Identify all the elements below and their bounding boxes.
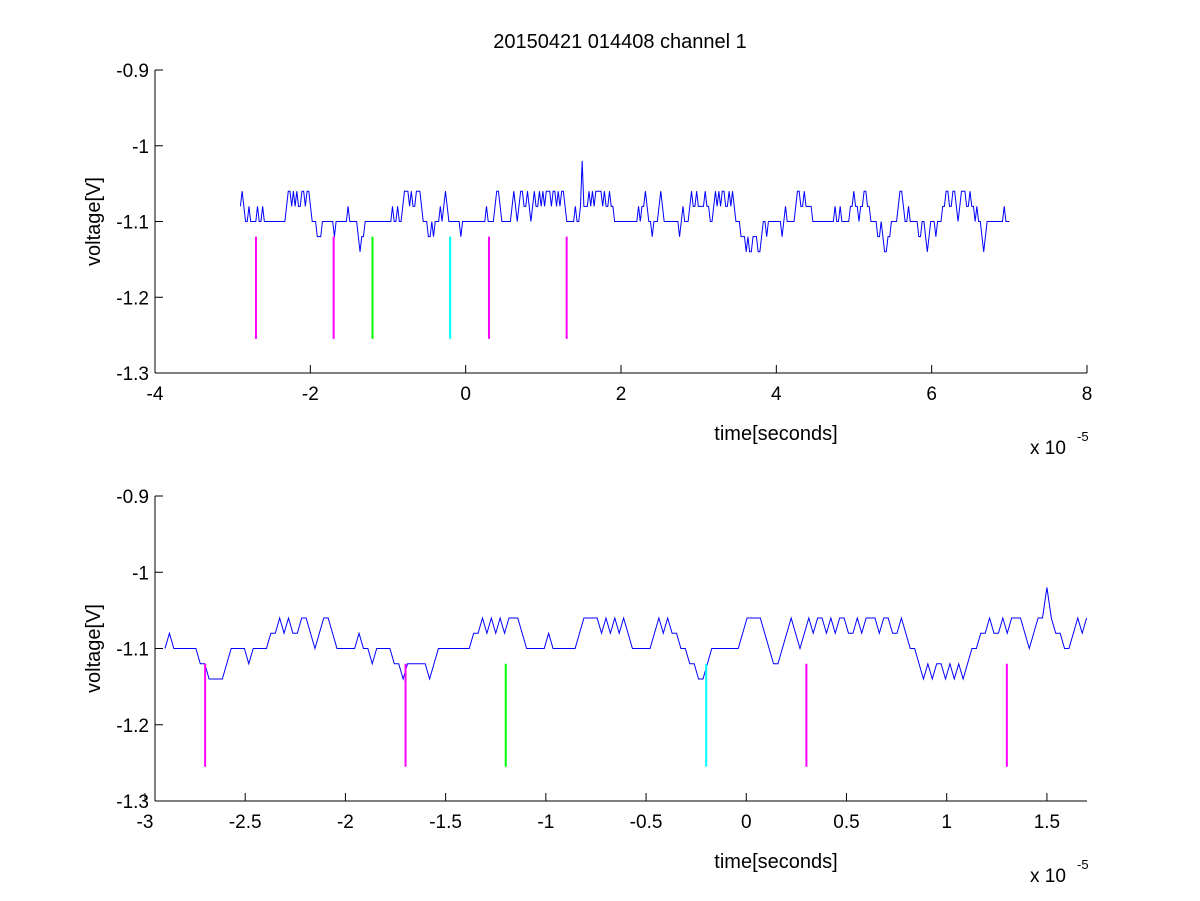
bottom-signal-trace (164, 587, 1087, 681)
bottom-x-tick-label-7: 0.5 (833, 812, 859, 833)
bottom-x-exponent: -5 (1077, 857, 1089, 872)
figure-title: 20150421 014408 channel 1 (493, 31, 747, 53)
top-y-tick-label-2: -1.1 (116, 213, 149, 234)
top-plot-panel: -4 -2 0 2 4 6 8 -1.3 -1.2 -1.1 -1 -0.9 time[seconds]… (83, 61, 1092, 459)
bottom-x-exponent-label: x 10 (1030, 866, 1066, 887)
top-x-tick-label-4: 4 (771, 384, 782, 405)
bottom-x-tick-label-5: -0.5 (630, 812, 663, 833)
top-x-exponent: -5 (1077, 429, 1089, 444)
bottom-x-tick-label-1: -2.5 (229, 812, 262, 833)
top-y-tick-label-4: -0.9 (116, 61, 149, 82)
top-y-tick-label-3: -1 (132, 137, 149, 158)
top-x-axis-label: time[seconds] (714, 423, 837, 445)
top-x-tick-label-3: 2 (616, 384, 627, 405)
bottom-x-tick-label-3: -1.5 (429, 812, 462, 833)
top-x-tick-label-6: 8 (1082, 384, 1093, 405)
bottom-x-axis-label: time[seconds] (714, 851, 837, 873)
bottom-plot-panel: -3 -2.5 -2 -1.5 -1 -0.5 0 0.5 1 1.5 -1.3 -1.2 -1.1 -1… (83, 487, 1089, 887)
top-y-axis-label: voltage[V] (83, 177, 105, 266)
top-x-tick-label-1: -2 (302, 384, 319, 405)
bottom-x-tick-label-0: -3 (137, 812, 154, 833)
bottom-y-tick-label-4: -0.9 (116, 487, 149, 508)
top-x-tick-label-2: 0 (460, 384, 471, 405)
bottom-y-tick-label-1: -1.2 (116, 716, 149, 737)
bottom-y-tick-label-3: -1 (132, 563, 149, 584)
bottom-x-tick-label-9: 1.5 (1034, 812, 1060, 833)
top-y-tick-label-0: -1.3 (116, 364, 149, 385)
top-x-tick-label-0: -4 (147, 384, 164, 405)
bottom-x-tick-label-6: 0 (741, 812, 752, 833)
bottom-x-tick-label-4: -1 (537, 812, 554, 833)
bottom-y-axis-label: voltage[V] (83, 604, 105, 693)
bottom-y-tick-label-0: -1.3 (116, 792, 149, 813)
bottom-x-tick-label-2: -2 (337, 812, 354, 833)
top-y-tick-label-1: -1.2 (116, 288, 149, 309)
top-signal-trace (239, 160, 1010, 253)
top-x-tick-label-5: 6 (926, 384, 937, 405)
bottom-x-tick-label-8: 1 (941, 812, 952, 833)
top-x-exponent-label: x 10 (1030, 438, 1066, 459)
bottom-y-tick-label-2: -1.1 (116, 640, 149, 661)
